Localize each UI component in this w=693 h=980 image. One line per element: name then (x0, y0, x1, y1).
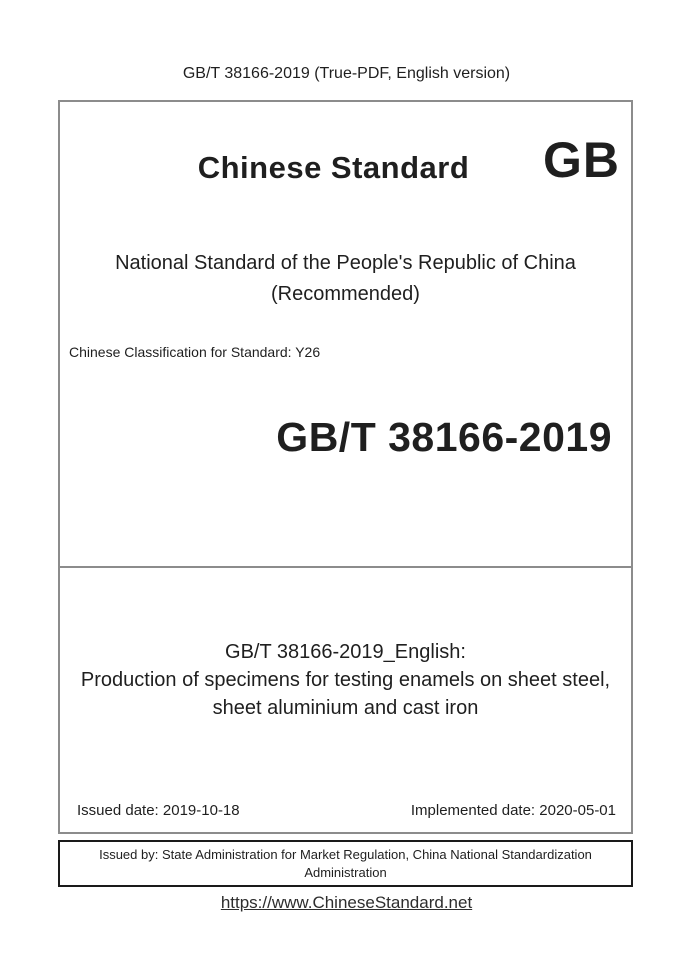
implemented-date-label: Implemented date: 2020-05-01 (410, 802, 616, 819)
gb-logo: GB (543, 132, 620, 188)
dates-row: Issued date: 2019-10-18 Implemented date… (60, 802, 631, 820)
standard-type-line2: (Recommended) (271, 283, 420, 305)
issued-by-label: Issued by: State Administration for Mark… (99, 846, 592, 880)
footer: https://www.ChineseStandard.net (0, 893, 693, 913)
issued-date-label: Issued date: 2019-10-18 (77, 802, 240, 819)
standard-code: GB/T 38166-2019 (276, 414, 612, 460)
website-link[interactable]: https://www.ChineseStandard.net (220, 893, 473, 912)
standard-type-block: National Standard of the People's Republ… (60, 248, 631, 310)
brand-title: Chinese Standard (197, 150, 470, 185)
classification-label: Chinese Classification for Standard: Y26 (69, 344, 321, 360)
english-title-block: GB/T 38166-2019_English: Production of s… (60, 638, 631, 722)
document-header-title: GB/T 38166-2019 (True-PDF, English versi… (182, 65, 511, 82)
issuer-box: Issued by: State Administration for Mark… (58, 840, 633, 887)
section-divider (60, 566, 631, 568)
english-title-line1: GB/T 38166-2019_English: (225, 641, 466, 663)
cover-box: Chinese Standard GB National Standard of… (58, 100, 633, 834)
standard-type-line1: National Standard of the People's Republ… (115, 252, 576, 274)
english-title-line3: sheet aluminium and cast iron (212, 697, 479, 719)
english-title-line2: Production of specimens for testing enam… (80, 669, 611, 691)
